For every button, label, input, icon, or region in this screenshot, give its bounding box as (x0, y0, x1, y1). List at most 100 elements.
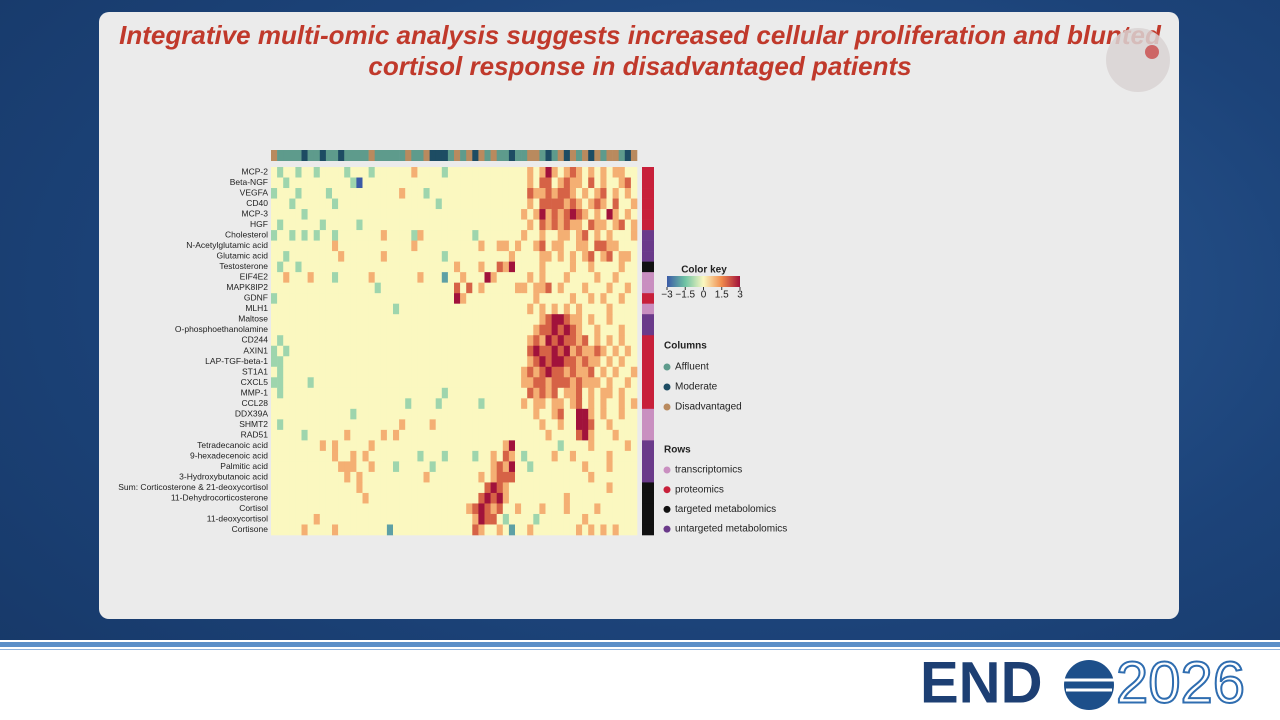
heatmap-cell (557, 377, 565, 389)
heatmap-cell (557, 429, 565, 441)
heatmap-cell (454, 188, 461, 199)
heatmap-cell (411, 419, 418, 431)
heatmap-cell (496, 524, 504, 536)
heatmap-cell (374, 450, 382, 462)
legend-label: Moderate (675, 382, 718, 393)
heatmap-cell (325, 198, 333, 210)
heatmap-cell (417, 293, 424, 304)
heatmap-cell (417, 219, 424, 231)
heatmap-cell (527, 261, 534, 273)
heatmap-cell (569, 440, 577, 452)
heatmap-cell (271, 366, 278, 378)
heatmap-cell (307, 177, 314, 189)
heatmap-cell (441, 209, 449, 220)
heatmap-cell (557, 356, 565, 368)
heatmap-cell (393, 293, 400, 304)
heatmap-cell (332, 324, 339, 336)
heatmap-cell (600, 324, 607, 336)
heatmap-cell (344, 513, 351, 525)
heatmap-cell (289, 230, 296, 241)
heatmap-cell (496, 513, 504, 525)
heatmap-cell (350, 167, 357, 178)
heatmap-cell (612, 398, 619, 410)
heatmap-cell (539, 513, 546, 525)
heatmap-cell (496, 429, 504, 441)
column-annotation (569, 150, 577, 161)
heatmap-cell (271, 251, 278, 262)
heatmap-cell (301, 503, 308, 515)
heatmap-cell (594, 230, 601, 241)
heatmap-cell (539, 429, 546, 441)
row-annotation (642, 356, 654, 368)
heatmap-cell (356, 240, 363, 252)
heatmap-cell (386, 188, 394, 199)
heatmap-cell (569, 419, 577, 431)
heatmap-cell (332, 398, 339, 410)
heatmap-cell (466, 303, 473, 315)
heatmap-cell (569, 503, 577, 515)
heatmap-cell (630, 335, 638, 347)
heatmap-cell (600, 503, 607, 515)
heatmap-cell (624, 240, 632, 252)
heatmap-cell (307, 398, 314, 410)
heatmap-cell (411, 471, 418, 483)
heatmap-cell (319, 419, 327, 431)
heatmap-cell (374, 251, 382, 262)
heatmap-cell (600, 261, 607, 273)
heatmap-cell (277, 261, 284, 273)
heatmap-cell (423, 167, 430, 178)
heatmap-cell (600, 471, 607, 483)
heatmap-cell (527, 513, 534, 525)
row-annotation (642, 209, 654, 220)
heatmap-cell (460, 429, 467, 441)
heatmap-cell (325, 461, 333, 473)
heatmap-cell (618, 345, 626, 357)
heatmap-cell (380, 188, 388, 199)
row-label: LAP-TGF-beta-1 (205, 356, 268, 366)
heatmap-cell (356, 282, 363, 294)
heatmap-cell (472, 188, 479, 199)
heatmap-cell (527, 272, 534, 283)
heatmap-cell (332, 513, 339, 525)
heatmap-cell (307, 440, 314, 452)
heatmap-cell (411, 261, 418, 273)
heatmap-cell (417, 366, 424, 378)
heatmap-cell (277, 230, 284, 241)
heatmap-cell (478, 167, 485, 178)
heatmap-cell (417, 335, 424, 347)
heatmap-cell (356, 419, 363, 431)
heatmap-cell (618, 408, 626, 420)
heatmap-cell (484, 492, 491, 504)
heatmap-cell (447, 513, 455, 525)
heatmap-cell (338, 429, 345, 441)
heatmap-cell (435, 461, 443, 473)
heatmap-cell (533, 209, 540, 220)
heatmap-cell (618, 419, 626, 431)
heatmap-cell (380, 303, 388, 315)
heatmap-cell (460, 450, 467, 462)
heatmap-cell (618, 177, 626, 189)
column-annotation (368, 150, 375, 161)
heatmap-cell (454, 303, 461, 315)
heatmap-cell (454, 429, 461, 441)
heatmap-cell (600, 219, 607, 231)
heatmap-cell (338, 282, 345, 294)
heatmap-cell (533, 219, 540, 231)
heatmap-cell (490, 492, 497, 504)
heatmap-cell (271, 398, 278, 410)
heatmap-cell (393, 314, 400, 326)
heatmap-cell (557, 282, 565, 294)
heatmap-cell (624, 377, 632, 389)
heatmap-cell (576, 377, 583, 389)
heatmap-cell (350, 492, 357, 504)
heatmap-cell (368, 324, 375, 336)
heatmap-cell (490, 513, 497, 525)
heatmap-cell (484, 524, 491, 536)
heatmap-cell (521, 198, 528, 210)
heatmap-cell (460, 524, 467, 536)
heatmap-cell (380, 335, 388, 347)
heatmap-cell (460, 209, 467, 220)
heatmap-cell (588, 272, 595, 283)
heatmap-cell (484, 461, 491, 473)
heatmap-cell (472, 503, 479, 515)
